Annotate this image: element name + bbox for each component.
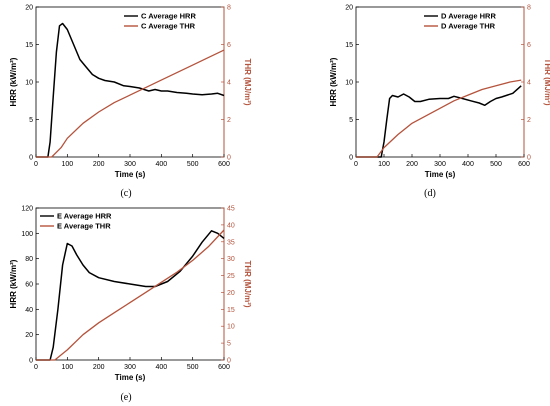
x-tick-label: 300 — [124, 364, 136, 371]
y2-tick-label: 0 — [227, 358, 231, 365]
y2-tick-label: 5 — [227, 341, 231, 348]
y2-tick-label: 25 — [227, 273, 235, 280]
x-tick-label: 0 — [354, 161, 358, 168]
x-tick-label: 600 — [218, 364, 230, 371]
y2-tick-label: 8 — [527, 5, 531, 12]
y2-axis-label: THR (MJ/m²) — [543, 58, 550, 105]
legend-entry: D Average THR — [441, 22, 496, 31]
x-tick-label: 500 — [187, 364, 199, 371]
x-tick-label: 100 — [61, 161, 73, 168]
panel-caption: (c) — [120, 188, 131, 199]
y-tick-label: 100 — [21, 231, 33, 238]
x-axis-label: Time (s) — [115, 170, 146, 179]
legend-entry: C Average THR — [141, 22, 196, 31]
x-tick-label: 0 — [34, 161, 38, 168]
y-axis-label: HRR (kW/m²) — [329, 57, 338, 106]
x-tick-label: 200 — [93, 161, 105, 168]
plot-frame — [35, 6, 225, 158]
y-tick-label: 20 — [345, 5, 353, 12]
x-axis-label: Time (s) — [425, 170, 456, 179]
y-tick-label: 10 — [25, 80, 33, 87]
y-axis-label: HRR (kW/m²) — [9, 259, 18, 308]
y-axis-label: HRR (kW/m²) — [9, 57, 18, 106]
y-tick-label: 0 — [29, 155, 33, 162]
plot-frame — [355, 6, 525, 158]
panel-caption: (e) — [120, 392, 131, 403]
y-tick-label: 10 — [345, 80, 353, 87]
series-line-thr — [356, 79, 522, 158]
y-tick-label: 0 — [29, 358, 33, 365]
x-tick-label: 600 — [518, 161, 530, 168]
y2-tick-label: 30 — [227, 256, 235, 263]
chart-panel-e: 0 100 200 300 400 500 600020406080100120051015… — [9, 206, 252, 404]
y2-axis-label: THR (MJ/m²) — [243, 260, 252, 307]
y-tick-label: 5 — [349, 117, 353, 124]
x-tick-label: 300 — [124, 161, 136, 168]
legend-entry: D Average HRR — [441, 12, 496, 21]
y2-tick-label: 40 — [227, 222, 235, 229]
x-tick-label: 100 — [61, 364, 73, 371]
x-tick-label: 300 — [434, 161, 446, 168]
legend-entry: C Average HRR — [141, 12, 196, 21]
y2-tick-label: 15 — [227, 307, 235, 314]
x-tick-label: 400 — [155, 161, 167, 168]
y-tick-label: 5 — [29, 117, 33, 124]
y2-tick-label: 6 — [227, 42, 231, 49]
legend-entry: E Average THR — [57, 222, 111, 231]
series-line-thr — [36, 229, 225, 361]
y-tick-label: 40 — [25, 307, 33, 314]
x-tick-label: 600 — [218, 161, 230, 168]
legend-entry: E Average HRR — [57, 212, 112, 221]
x-tick-label: 400 — [462, 161, 474, 168]
y-tick-label: 120 — [21, 206, 33, 213]
y2-tick-label: 0 — [527, 155, 531, 162]
y-tick-label: 15 — [345, 42, 353, 49]
series-line-thr — [36, 49, 225, 158]
y-tick-label: 80 — [25, 256, 33, 263]
y-tick-label: 0 — [349, 155, 353, 162]
series-line-hrr — [36, 230, 225, 361]
y2-tick-label: 0 — [227, 155, 231, 162]
y2-axis-label: THR (MJ/m²) — [243, 58, 252, 105]
panel-caption: (d) — [424, 188, 436, 199]
x-tick-label: 500 — [490, 161, 502, 168]
y-tick-label: 20 — [25, 332, 33, 339]
series-line-hrr — [36, 22, 225, 158]
y2-tick-label: 2 — [227, 117, 231, 124]
y2-tick-label: 45 — [227, 206, 235, 213]
x-tick-label: 200 — [406, 161, 418, 168]
x-tick-label: 0 — [34, 364, 38, 371]
y-tick-label: 60 — [25, 282, 33, 289]
x-axis-label: Time (s) — [115, 373, 146, 382]
y2-tick-label: 2 — [527, 117, 531, 124]
y2-tick-label: 4 — [527, 80, 531, 87]
y2-tick-label: 8 — [227, 5, 231, 12]
series-line-hrr — [356, 85, 522, 158]
x-tick-label: 400 — [155, 364, 167, 371]
y-tick-label: 15 — [25, 42, 33, 49]
y2-tick-label: 10 — [227, 324, 235, 331]
y2-tick-label: 4 — [227, 80, 231, 87]
x-tick-label: 100 — [378, 161, 390, 168]
y2-tick-label: 20 — [227, 290, 235, 297]
x-tick-label: 200 — [93, 364, 105, 371]
x-tick-label: 500 — [187, 161, 199, 168]
y-tick-label: 20 — [25, 5, 33, 12]
y2-tick-label: 6 — [527, 42, 531, 49]
y2-tick-label: 35 — [227, 239, 235, 246]
